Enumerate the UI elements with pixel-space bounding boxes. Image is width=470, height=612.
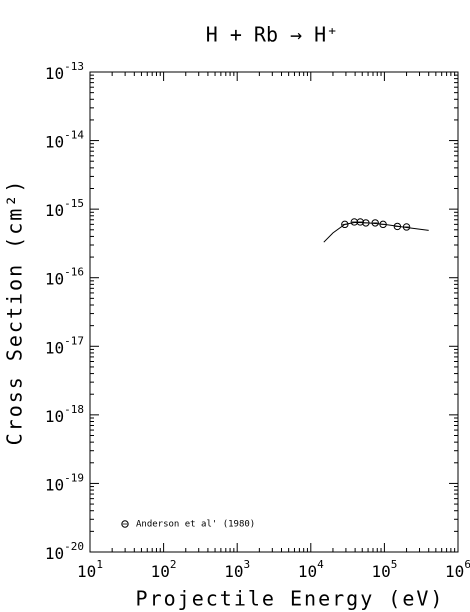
- y-tick-exponent: -16: [64, 266, 84, 279]
- y-tick-base: 10: [45, 132, 64, 151]
- x-tick-label: 102: [151, 558, 177, 581]
- y-tick-exponent: -18: [64, 403, 84, 416]
- y-tick-label: 10-18: [45, 403, 84, 426]
- x-tick-label: 103: [224, 558, 250, 581]
- marker-circle: [362, 219, 370, 227]
- marker: [341, 220, 349, 229]
- y-tick-label: 10-16: [45, 266, 84, 289]
- y-tick-base: 10: [45, 544, 64, 563]
- marker-circle: [393, 222, 402, 231]
- x-tick-exponent: 3: [244, 558, 251, 571]
- y-tick-label: 10-15: [45, 197, 84, 220]
- y-tick-exponent: -19: [64, 471, 84, 484]
- marker: [402, 223, 411, 231]
- y-tick-exponent: -13: [64, 60, 84, 73]
- y-tick-base: 10: [45, 201, 64, 220]
- marker-circle: [121, 520, 129, 528]
- marker: [371, 219, 379, 227]
- x-tick-base: 10: [371, 562, 390, 581]
- x-tick-exponent: 4: [317, 558, 324, 571]
- x-tick-base: 10: [445, 562, 464, 581]
- y-tick-exponent: -14: [64, 129, 84, 142]
- plot-frame: [89, 71, 459, 553]
- marker: [393, 222, 402, 231]
- y-tick-base: 10: [45, 338, 64, 357]
- x-axis-label: Projectile Energy (eV): [136, 587, 445, 611]
- y-tick-exponent: -15: [64, 197, 84, 210]
- x-tick-base: 10: [298, 562, 317, 581]
- fit-line: [323, 221, 429, 243]
- x-tick-base: 10: [151, 562, 170, 581]
- y-tick-label: 10-19: [45, 471, 84, 494]
- y-tick-base: 10: [45, 475, 64, 494]
- y-tick-base: 10: [45, 269, 64, 288]
- x-tick-exponent: 5: [391, 558, 398, 571]
- marker-circle: [341, 220, 349, 229]
- marker-circle: [379, 220, 387, 229]
- marker-circle: [371, 219, 379, 227]
- y-axis-label: Cross Section (cm²): [3, 179, 27, 446]
- marker-circle: [356, 218, 364, 226]
- x-tick-label: 106: [445, 558, 470, 581]
- x-tick-label: 101: [77, 558, 103, 581]
- marker: [121, 520, 129, 528]
- marker: [379, 220, 387, 229]
- y-tick-label: 10-17: [45, 334, 84, 357]
- y-tick-base: 10: [45, 64, 64, 83]
- x-tick-exponent: 2: [170, 558, 177, 571]
- chart-title: H + Rb → H⁺: [206, 23, 338, 47]
- marker: [350, 218, 359, 226]
- y-tick-exponent: -17: [64, 334, 84, 347]
- x-tick-exponent: 6: [464, 558, 470, 571]
- x-tick-exponent: 1: [96, 558, 103, 571]
- marker: [362, 219, 370, 227]
- x-tick-base: 10: [224, 562, 243, 581]
- legend-label: Anderson et al' (1980): [136, 520, 255, 530]
- y-tick-label: 10-14: [45, 129, 85, 152]
- y-tick-exponent: -20: [64, 540, 84, 553]
- x-tick-label: 105: [371, 558, 397, 581]
- x-tick-label: 104: [298, 558, 324, 581]
- y-tick-label: 10-20: [45, 540, 84, 563]
- y-tick-base: 10: [45, 406, 64, 425]
- marker: [356, 218, 364, 226]
- x-tick-base: 10: [77, 562, 96, 581]
- marker-circle: [402, 223, 411, 231]
- y-tick-label: 10-13: [45, 60, 84, 83]
